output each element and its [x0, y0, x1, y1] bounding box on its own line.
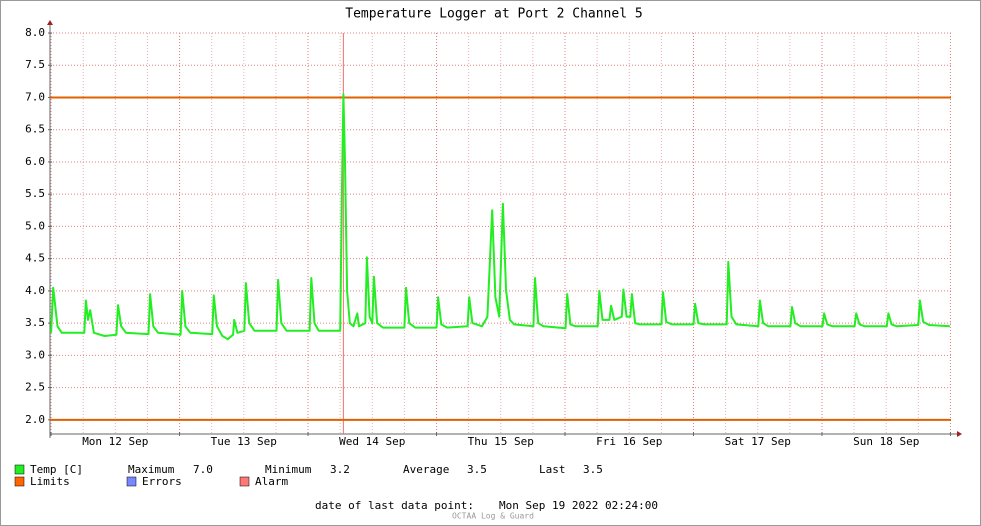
y-tick-label: 6.5	[25, 123, 45, 136]
legend-label: Alarm	[255, 475, 288, 488]
stat-value: 7.0	[193, 463, 213, 476]
y-tick-label: 7.5	[25, 58, 45, 71]
stat-label: Average	[403, 463, 449, 476]
x-tick-label: Sun 18 Sep	[853, 435, 919, 448]
legend-swatch	[126, 476, 137, 487]
legend-label: Temp [C]	[30, 463, 83, 476]
y-tick-label: 5.0	[25, 219, 45, 232]
axis-arrow	[957, 431, 962, 437]
chart-title: Temperature Logger at Port 2 Channel 5	[345, 7, 642, 22]
x-tick-label: Thu 15 Sep	[468, 435, 534, 448]
axis-arrow	[47, 20, 53, 25]
stat-value: 3.5	[467, 463, 487, 476]
y-tick-label: 8.0	[25, 26, 45, 39]
x-tick-label: Tue 13 Sep	[211, 435, 277, 448]
stat-label: Maximum	[128, 463, 175, 476]
footer-value: Mon Sep 19 2022 02:24:00	[499, 499, 658, 512]
y-tick-label: 4.5	[25, 252, 45, 265]
y-tick-label: 6.0	[25, 155, 45, 168]
y-tick-label: 3.0	[25, 348, 45, 361]
watermark: OCTAA Log & Guard	[452, 512, 534, 521]
x-tick-label: Wed 14 Sep	[339, 435, 405, 448]
legend-label: Errors	[142, 475, 182, 488]
legend-swatch	[239, 476, 250, 487]
legend-label: Limits	[30, 475, 70, 488]
y-tick-label: 4.0	[25, 284, 45, 297]
y-tick-label: 3.5	[25, 316, 45, 329]
x-tick-label: Mon 12 Sep	[82, 435, 148, 448]
footer-label: date of last data point:	[315, 499, 474, 512]
stat-label: Last	[539, 463, 566, 476]
series-line	[50, 93, 950, 341]
x-tick-label: Sat 17 Sep	[725, 435, 791, 448]
y-tick-label: 2.0	[25, 413, 45, 426]
stat-value: 3.5	[583, 463, 603, 476]
y-tick-label: 2.5	[25, 381, 45, 394]
stat-value: 3.2	[330, 463, 350, 476]
legend-swatch	[14, 464, 25, 475]
legend-swatch	[14, 476, 25, 487]
y-tick-label: 5.5	[25, 187, 45, 200]
stat-label: Minimum	[265, 463, 312, 476]
y-tick-label: 7.0	[25, 90, 45, 103]
x-tick-label: Fri 16 Sep	[596, 435, 662, 448]
